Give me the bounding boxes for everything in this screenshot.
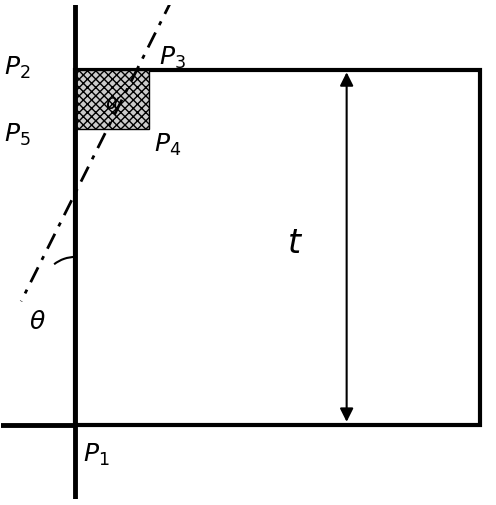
Text: $\theta$: $\theta$ [28, 310, 45, 333]
Text: $t$: $t$ [288, 226, 304, 259]
Bar [75, 70, 480, 425]
Text: $P_5$: $P_5$ [4, 121, 30, 147]
Text: $P_4$: $P_4$ [154, 131, 182, 157]
Bar [75, 70, 149, 129]
Text: $P_2$: $P_2$ [4, 55, 30, 81]
Text: $P_1$: $P_1$ [83, 441, 109, 468]
Text: $P_3$: $P_3$ [159, 45, 186, 71]
Text: $\alpha$: $\alpha$ [105, 92, 121, 112]
